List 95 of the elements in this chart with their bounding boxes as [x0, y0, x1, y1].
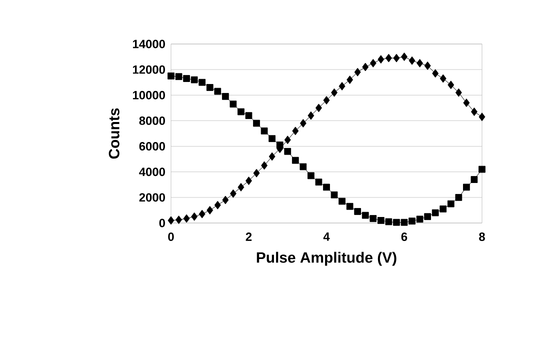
point: [362, 212, 369, 219]
point: [176, 216, 182, 224]
point: [183, 214, 190, 223]
point: [463, 184, 470, 191]
point: [183, 75, 190, 82]
point: [385, 218, 392, 226]
point: [238, 182, 244, 192]
point: [222, 92, 229, 100]
point: [400, 218, 408, 226]
point: [385, 54, 392, 62]
point: [300, 163, 307, 170]
y-tick-label: 12000: [132, 65, 165, 74]
point: [346, 202, 354, 210]
y-tick-label: 2000: [139, 193, 165, 202]
point: [214, 88, 222, 95]
point: [300, 119, 306, 128]
point: [401, 52, 408, 62]
x-axis-title: Pulse Amplitude (V): [256, 252, 396, 266]
y-tick-label: 8000: [139, 116, 165, 125]
point: [308, 172, 314, 180]
point: [253, 120, 260, 127]
point: [268, 152, 276, 161]
point: [370, 58, 376, 68]
point: [230, 189, 236, 198]
point: [370, 215, 377, 222]
point: [440, 205, 447, 212]
point: [222, 196, 229, 204]
point: [198, 78, 206, 86]
point: [191, 212, 198, 221]
point: [432, 209, 439, 216]
point: [253, 168, 260, 178]
y-tick-label: 0: [159, 218, 165, 228]
x-tick-label: 2: [246, 232, 252, 241]
point: [362, 62, 369, 72]
point: [393, 218, 400, 226]
point: [346, 76, 354, 84]
point: [315, 104, 322, 112]
point: [331, 88, 338, 97]
point: [190, 76, 198, 84]
point: [323, 184, 330, 191]
point: [440, 74, 446, 83]
point: [338, 82, 346, 90]
point: [308, 111, 314, 120]
y-axis-title: Counts: [108, 108, 120, 159]
point: [315, 178, 322, 186]
point: [246, 176, 252, 186]
point: [175, 73, 182, 80]
point: [408, 56, 416, 65]
point: [292, 156, 299, 164]
point: [448, 80, 454, 90]
point: [260, 128, 268, 134]
y-tick-label: 4000: [139, 168, 165, 176]
x-tick-label: 6: [401, 232, 408, 241]
point: [261, 161, 268, 170]
point: [470, 108, 478, 116]
point: [354, 208, 362, 215]
point: [245, 112, 252, 120]
point: [478, 166, 486, 173]
point: [416, 58, 424, 68]
point: [292, 126, 299, 136]
point: [432, 69, 439, 78]
point: [377, 217, 384, 224]
point: [168, 72, 174, 80]
y-tick-label: 14000: [132, 40, 165, 48]
point: [478, 112, 486, 122]
point: [206, 84, 214, 91]
point: [238, 108, 244, 116]
point: [214, 200, 221, 210]
y-tick-label: 10000: [132, 90, 165, 100]
point: [408, 218, 416, 225]
point: [168, 216, 174, 225]
point: [424, 62, 431, 70]
point: [338, 198, 346, 205]
point: [323, 96, 330, 104]
point: [447, 200, 454, 208]
x-tick-label: 8: [479, 232, 485, 241]
point: [470, 176, 478, 183]
point: [393, 54, 400, 62]
point: [455, 194, 462, 201]
point: [416, 216, 424, 223]
point: [284, 136, 291, 144]
point: [378, 55, 384, 64]
point: [198, 210, 206, 218]
point: [206, 206, 214, 214]
point: [284, 148, 292, 155]
point: [330, 191, 338, 198]
x-tick-label: 4: [323, 232, 330, 241]
point: [230, 100, 237, 108]
y-tick-label: 6000: [139, 142, 165, 151]
point: [455, 88, 462, 97]
point: [463, 98, 470, 108]
point: [268, 135, 276, 142]
x-tick-label: 0: [168, 232, 174, 241]
point: [354, 68, 361, 76]
point: [424, 213, 432, 220]
